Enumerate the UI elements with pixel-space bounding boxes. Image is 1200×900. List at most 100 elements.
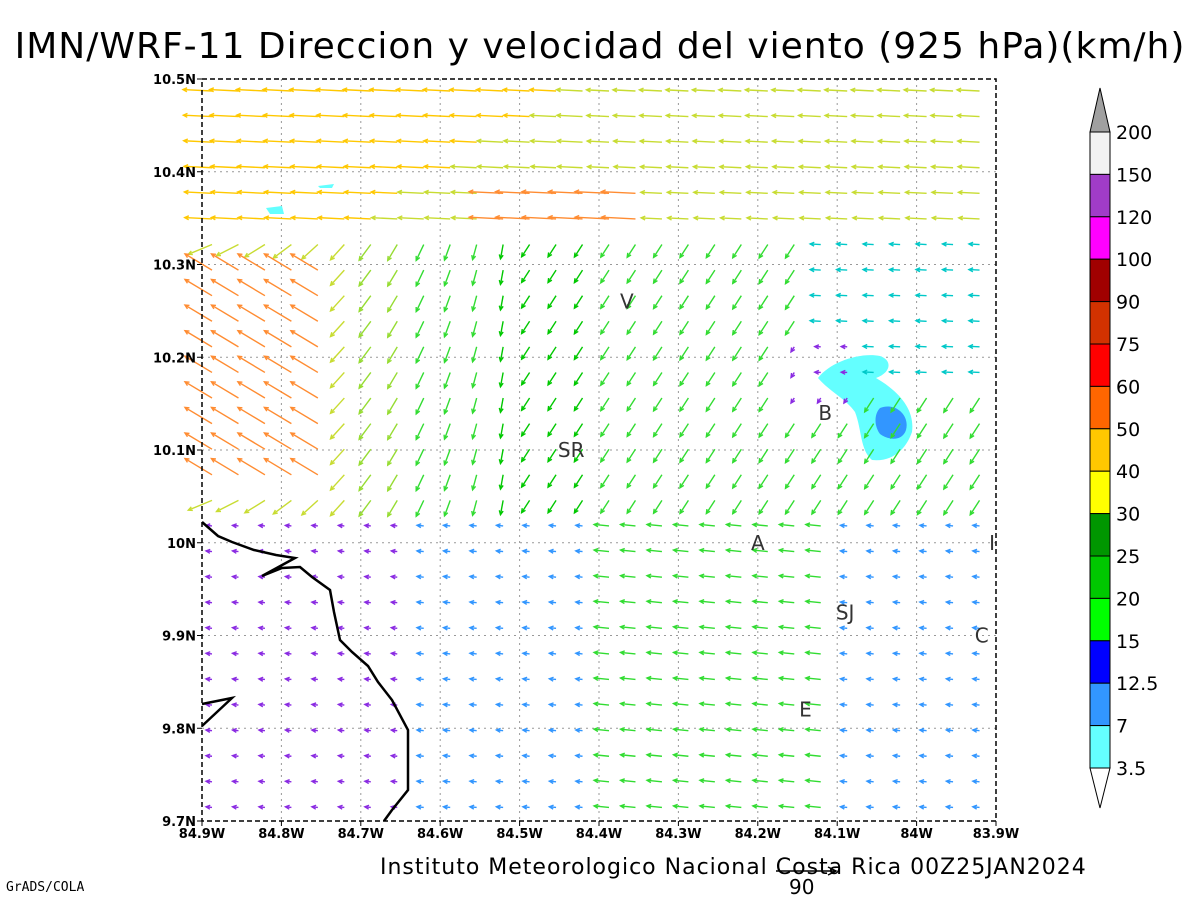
wind-arrow (918, 778, 927, 785)
wind-arrow (415, 548, 424, 554)
wind-arrow (940, 318, 954, 324)
wind-arrow (520, 372, 531, 387)
wind-arrow (443, 295, 451, 313)
wind-arrow (289, 329, 319, 348)
wind-arrow (679, 295, 689, 311)
wind-arrow (592, 650, 610, 656)
wind-arrow (521, 727, 530, 733)
wind-arrow (235, 138, 265, 144)
wind-arrow (665, 189, 689, 196)
wind-arrow (521, 702, 530, 708)
wind-arrow (698, 650, 715, 656)
wind-arrow (865, 727, 874, 733)
wind-arrow (592, 624, 610, 630)
legend-level-label: 100 (1116, 249, 1152, 271)
wind-arrow (243, 243, 266, 258)
wind-arrow (876, 113, 901, 119)
wind-arrow (918, 651, 927, 657)
wind-arrow (698, 675, 715, 681)
wind-arrow (208, 87, 239, 93)
wind-arrow (664, 87, 689, 93)
wind-arrow (698, 752, 715, 758)
wind-arrow (930, 189, 954, 196)
wind-arrow (705, 295, 716, 311)
wind-arrow (183, 215, 213, 221)
wind-arrow (441, 727, 451, 733)
wind-arrow (498, 449, 504, 466)
wind-arrow (336, 702, 345, 708)
wind-arrow (494, 727, 504, 733)
wind-arrow (690, 87, 715, 93)
wind-arrow (835, 241, 848, 247)
wind-arrow (547, 295, 557, 310)
legend-under-triangle (1089, 767, 1111, 809)
wind-arrow (316, 215, 345, 221)
wind-arrow (944, 702, 954, 708)
wind-arrow (386, 474, 398, 493)
wind-arrow (618, 624, 636, 630)
wind-arrow (971, 625, 980, 631)
wind-arrow (664, 138, 689, 144)
wind-arrow (528, 112, 557, 119)
wind-arrow (887, 369, 901, 375)
wind-arrow (521, 804, 530, 810)
wind-arrow (679, 372, 689, 387)
wind-arrow (731, 244, 742, 260)
wind-arrow (336, 676, 345, 682)
wind-arrow (890, 397, 901, 414)
wind-arrow (679, 423, 689, 438)
wind-arrow (230, 548, 239, 554)
wind-arrow (396, 189, 424, 195)
wind-arrow (861, 343, 874, 350)
wind-arrow (329, 295, 345, 313)
lon-tick-label: 84.2W (735, 827, 781, 842)
wind-arrow (758, 372, 769, 388)
wind-arrow (547, 727, 557, 733)
wind-arrow (358, 423, 372, 441)
wind-arrow (811, 499, 822, 516)
wind-arrow (547, 448, 557, 463)
wind-arrow (208, 138, 239, 144)
wind-arrow (494, 778, 504, 785)
wind-arrow (758, 423, 769, 439)
wind-arrow (262, 189, 292, 195)
wind-arrow (839, 344, 848, 350)
wind-arrow (208, 112, 239, 118)
wind-arrow (861, 241, 874, 247)
wind-arrow (724, 522, 742, 528)
wind-arrow (386, 372, 398, 390)
wind-arrow (664, 113, 689, 119)
wind-arrow (751, 547, 768, 554)
wind-arrow (289, 457, 319, 476)
wind-arrow (341, 112, 371, 118)
wind-arrow (272, 243, 292, 260)
legend-level-label: 200 (1116, 122, 1152, 144)
lat-tick-label: 10.1N (153, 444, 196, 459)
wind-arrow (283, 651, 292, 657)
wind-arrow (573, 346, 584, 361)
wind-arrow (944, 753, 954, 759)
wind-arrow (638, 164, 662, 170)
wind-arrow (183, 406, 213, 425)
wind-arrow (599, 214, 636, 221)
wind-arrow (358, 346, 372, 364)
wind-arrow (652, 423, 663, 438)
wind-arrow (215, 243, 239, 257)
wind-arrow (443, 321, 451, 339)
wind-arrow (679, 346, 689, 362)
wind-arrow (363, 779, 371, 785)
wind-arrow (468, 599, 477, 606)
wind-arrow (804, 752, 821, 758)
wind-arrow (891, 599, 901, 606)
lon-tick-label: 84.6W (417, 827, 463, 842)
wind-arrow (751, 778, 768, 784)
wind-arrow (639, 189, 662, 196)
wind-arrow (618, 573, 636, 579)
wind-arrow (790, 346, 796, 354)
wind-arrow (230, 804, 239, 810)
wind-arrow (283, 702, 292, 708)
wind-arrow (547, 778, 557, 785)
wind-arrow (592, 701, 610, 707)
wind-arrow (204, 625, 213, 631)
wind-arrow (471, 423, 478, 441)
